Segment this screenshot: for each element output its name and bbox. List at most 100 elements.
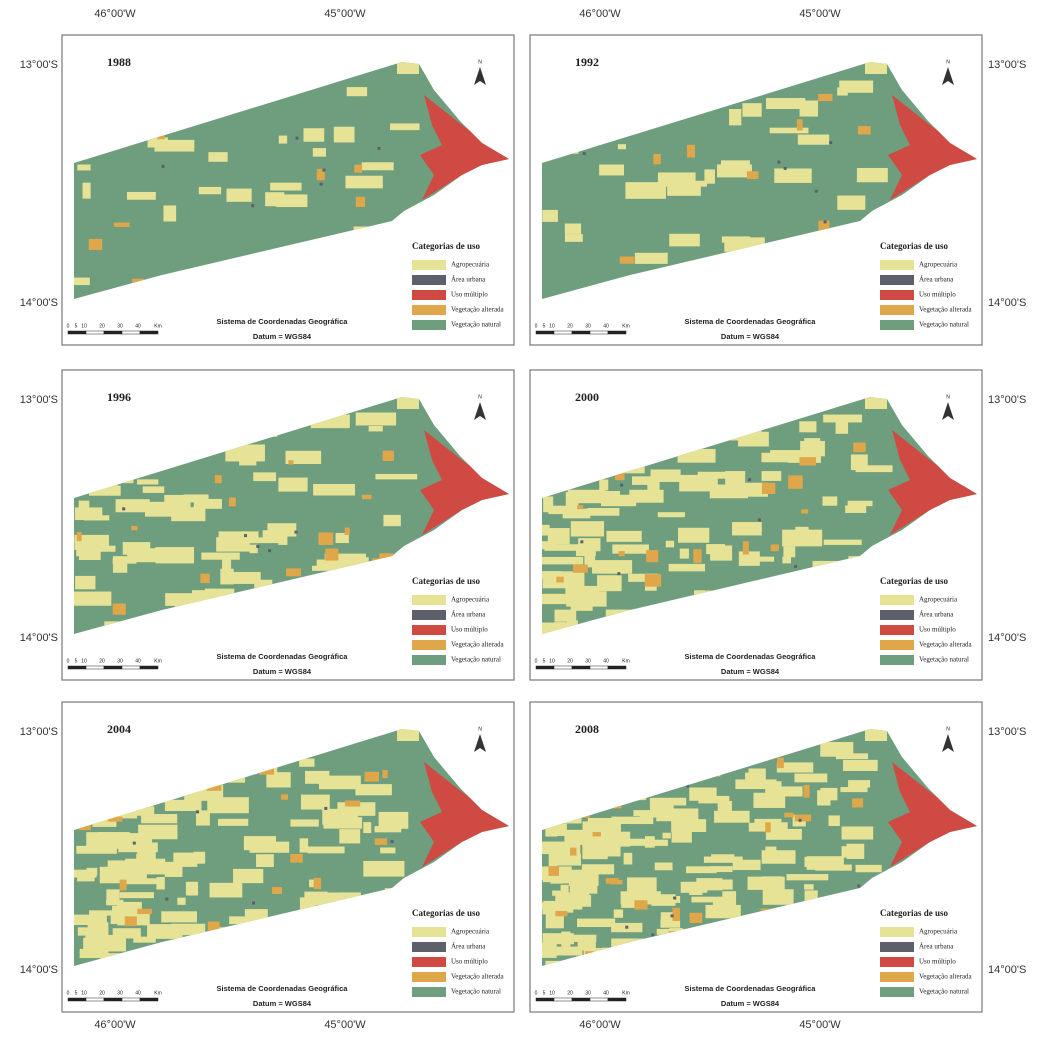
agriculture-patch [106,889,119,903]
latitude-label: 13°00'S [20,394,58,406]
agriculture-patch [73,870,97,878]
longitude-label: 46°00'W [94,1019,136,1031]
legend-label: Vegetação alterada [919,973,973,981]
legend-swatch [412,610,446,620]
agriculture-patch [822,496,837,505]
agriculture-patch [633,810,662,816]
map-panel: 1996NCategorias de usoAgropecuáriaÁrea u… [20,370,514,680]
legend-label: Agropecuária [919,261,958,269]
scale-segment [554,998,572,1001]
altered-vegetation-patch [325,548,338,560]
legend-swatch [880,987,914,997]
altered-vegetation-patch [771,544,779,551]
altered-vegetation-patch [570,848,576,856]
urban-patch [377,147,380,150]
legend-label: Área urbana [451,611,486,619]
altered-vegetation-patch [229,497,236,506]
agriculture-patch [680,549,689,559]
scale-label: Km [154,990,162,996]
legend-swatch [880,290,914,300]
agriculture-patch [186,882,198,896]
altered-vegetation-patch [645,574,661,586]
urban-patch [296,137,299,140]
altered-vegetation-patch [383,451,394,461]
scale-segment [86,998,104,1001]
scale-label: 0 [535,323,538,329]
altered-vegetation-patch [853,443,865,453]
agriculture-patch [270,183,301,191]
scale-segment [86,666,104,669]
scale-label: 0 [67,323,70,329]
legend-swatch [880,972,914,982]
altered-vegetation-patch [852,798,863,807]
altered-vegetation-patch [382,770,387,778]
agriculture-patch [334,127,355,143]
agriculture-patch [550,878,562,884]
agriculture-patch [606,531,641,542]
agriculture-patch [208,152,227,162]
agriculture-patch [588,818,616,824]
altered-vegetation-patch [365,772,379,782]
agriculture-patch [276,194,307,207]
legend-swatch [412,942,446,952]
coordinate-system: Sistema de Coordenadas Geográfica [685,984,817,993]
latitude-label: 13°00'S [20,59,58,71]
agriculture-patch [706,544,725,554]
scale-label: 10 [549,323,555,329]
north-label: N [478,394,482,400]
agriculture-patch [541,541,557,549]
scale-label: Km [622,990,630,996]
agriculture-patch [113,556,127,573]
agriculture-patch [390,123,420,130]
agriculture-patch [742,557,775,562]
agriculture-patch [201,553,239,560]
agriculture-patch [383,515,400,526]
scale-label: 5 [543,658,546,664]
agriculture-patch [592,491,620,502]
agriculture-patch [218,819,248,826]
agriculture-patch [766,829,802,840]
scale-label: 20 [99,658,105,664]
urban-patch [391,840,394,843]
agriculture-patch [542,210,558,222]
agriculture-patch [363,822,371,833]
legend-title: Categorias de uso [880,576,948,586]
datum: Datum = WGS84 [253,667,312,676]
altered-vegetation-patch [555,911,567,916]
legend-swatch [412,625,446,635]
agriculture-patch [829,815,840,826]
agriculture-patch [618,144,626,149]
urban-patch [244,534,247,537]
scale-segment [572,998,590,1001]
legend-label: Vegetação natural [919,988,969,996]
scale-segment [68,998,86,1001]
altered-vegetation-patch [799,457,816,465]
scale-segment [68,331,86,334]
scale-label: Km [622,658,630,664]
scale-label: 20 [99,323,105,329]
altered-vegetation-patch [375,838,387,845]
agriculture-patch [89,910,125,915]
urban-patch [625,926,628,929]
altered-vegetation-patch [801,509,808,513]
scale-label: 40 [603,990,609,996]
legend-label: Vegetação natural [919,321,969,329]
agriculture-patch [798,135,829,145]
altered-vegetation-patch [137,909,152,914]
scale-label: Km [622,323,630,329]
legend-swatch [412,972,446,982]
longitude-label: 45°00'W [799,8,841,20]
altered-vegetation-patch [804,785,810,798]
datum: Datum = WGS84 [253,999,312,1008]
agriculture-patch [763,889,794,905]
agriculture-patch [820,788,837,800]
urban-patch [815,190,818,193]
legend-label: Vegetação natural [451,656,501,664]
agriculture-patch [165,862,183,877]
urban-patch [784,167,787,170]
latitude-label: 13°00'S [20,726,58,738]
agriculture-patch [233,869,263,883]
altered-vegetation-patch [290,854,303,863]
longitude-label: 45°00'W [324,1019,366,1031]
agriculture-patch [848,501,873,506]
